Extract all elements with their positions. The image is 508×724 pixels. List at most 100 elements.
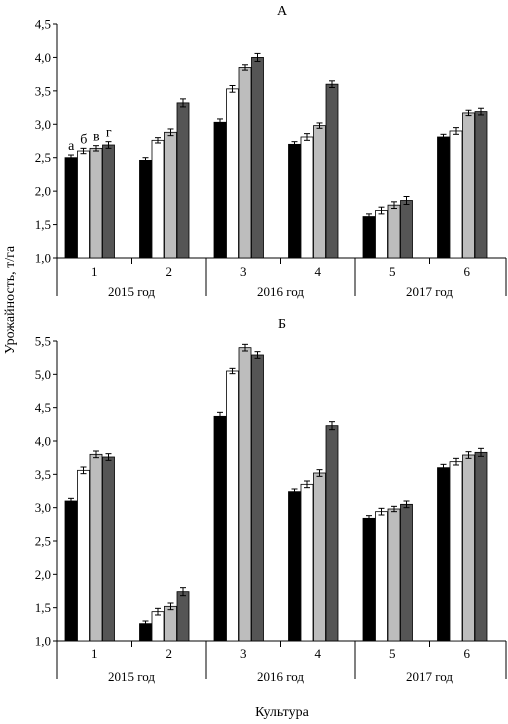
bar <box>77 150 90 259</box>
bar <box>362 216 376 259</box>
error-bar <box>105 141 112 149</box>
bar <box>437 467 450 642</box>
error-bar <box>316 122 323 129</box>
error-bar <box>80 147 87 155</box>
error-bar <box>80 466 87 475</box>
error-bar <box>242 343 248 352</box>
category-label: 1 <box>91 646 98 661</box>
panel-b: Б 1,0 1,5 2,0 2,5 3,0 3,5 4,0 4,5 5,0 5,5 1 2 3 4 5 6 201… <box>35 317 507 684</box>
bar <box>288 143 301 259</box>
y-tick-label: 3,5 <box>35 467 51 482</box>
panel-title: А <box>277 4 288 19</box>
bar <box>375 210 388 259</box>
error-bar <box>378 507 385 516</box>
y-tick-label: 2,0 <box>35 184 51 199</box>
bar <box>151 139 165 259</box>
bar <box>89 453 103 642</box>
bar-letter-label: б <box>80 132 87 147</box>
panel-title: Б <box>278 317 286 332</box>
error-bar <box>366 213 372 220</box>
error-bar <box>142 620 149 627</box>
error-bar <box>391 505 397 513</box>
error-bar <box>142 157 149 164</box>
bar <box>64 500 78 642</box>
category-label: 4 <box>315 264 322 279</box>
error-bar <box>453 457 459 466</box>
y-tick-label: 1,5 <box>35 600 51 615</box>
bar <box>325 425 339 642</box>
bar <box>164 605 177 642</box>
error-bar <box>391 201 397 210</box>
panel-a: А 1,0 1,5 2,0 2,5 3,0 3,5 4,0 4,5 1 2 3 4 5 6 2015 год 2… <box>35 4 507 299</box>
bar <box>462 454 475 642</box>
bar <box>64 157 78 259</box>
error-bar <box>254 351 261 359</box>
error-bar <box>242 64 248 71</box>
error-bar <box>68 154 74 161</box>
error-bar <box>217 411 223 421</box>
bar <box>251 354 264 642</box>
error-bar <box>403 195 410 206</box>
bar <box>176 591 190 642</box>
bar <box>325 83 339 259</box>
y-tick-label: 1,0 <box>35 634 51 649</box>
bar-letter-label: а <box>68 139 75 154</box>
category-label: 2 <box>166 646 173 661</box>
error-bar <box>304 480 310 489</box>
error-bar <box>254 52 261 62</box>
y-tick-label: 4,5 <box>35 400 51 415</box>
error-bar <box>465 451 472 459</box>
category-label: 3 <box>240 646 247 661</box>
bar <box>300 483 314 642</box>
error-bar <box>478 107 484 116</box>
error-bar <box>155 607 161 616</box>
bar <box>213 415 227 642</box>
bar <box>300 136 314 259</box>
error-bar <box>453 127 459 135</box>
bar <box>226 370 239 642</box>
bar <box>375 511 388 642</box>
error-bar <box>378 206 385 215</box>
category-label: 2 <box>166 264 173 279</box>
y-tick-label: 1,0 <box>35 251 51 266</box>
y-tick-label: 3,5 <box>35 83 51 98</box>
error-bar <box>403 500 410 509</box>
error-bar <box>93 450 99 459</box>
error-bar <box>68 497 74 505</box>
bar <box>387 204 401 259</box>
y-tick-label: 1,5 <box>35 217 51 232</box>
error-bar <box>478 447 484 457</box>
bar <box>449 130 463 259</box>
error-bar <box>167 602 174 611</box>
category-label: 5 <box>389 264 396 279</box>
y-tick-label: 2,5 <box>35 150 51 165</box>
y-tick-label: 5,0 <box>35 367 51 382</box>
bar <box>251 57 264 259</box>
error-bar <box>440 463 447 472</box>
bar <box>449 461 463 642</box>
bar <box>387 508 401 642</box>
bar <box>362 517 376 642</box>
error-bar <box>329 421 335 431</box>
error-bar <box>465 109 472 117</box>
bar-letter-label: г <box>106 126 112 141</box>
category-label: 6 <box>464 264 471 279</box>
bar <box>238 67 252 259</box>
year-label: 2016 год <box>257 669 304 684</box>
y-tick-label: 4,0 <box>35 434 51 449</box>
bar <box>213 121 227 259</box>
bar <box>313 125 326 259</box>
error-bar <box>291 488 298 495</box>
error-bar <box>291 141 298 148</box>
bar <box>226 88 239 259</box>
bar <box>102 144 115 259</box>
error-bar <box>329 80 335 89</box>
error-bar <box>167 128 174 137</box>
year-label: 2015 год <box>108 669 155 684</box>
bar <box>139 159 152 259</box>
year-label: 2016 год <box>257 284 304 299</box>
bar <box>400 503 413 642</box>
bar-letter-label: в <box>93 130 100 145</box>
y-tick-label: 2,5 <box>35 534 51 549</box>
